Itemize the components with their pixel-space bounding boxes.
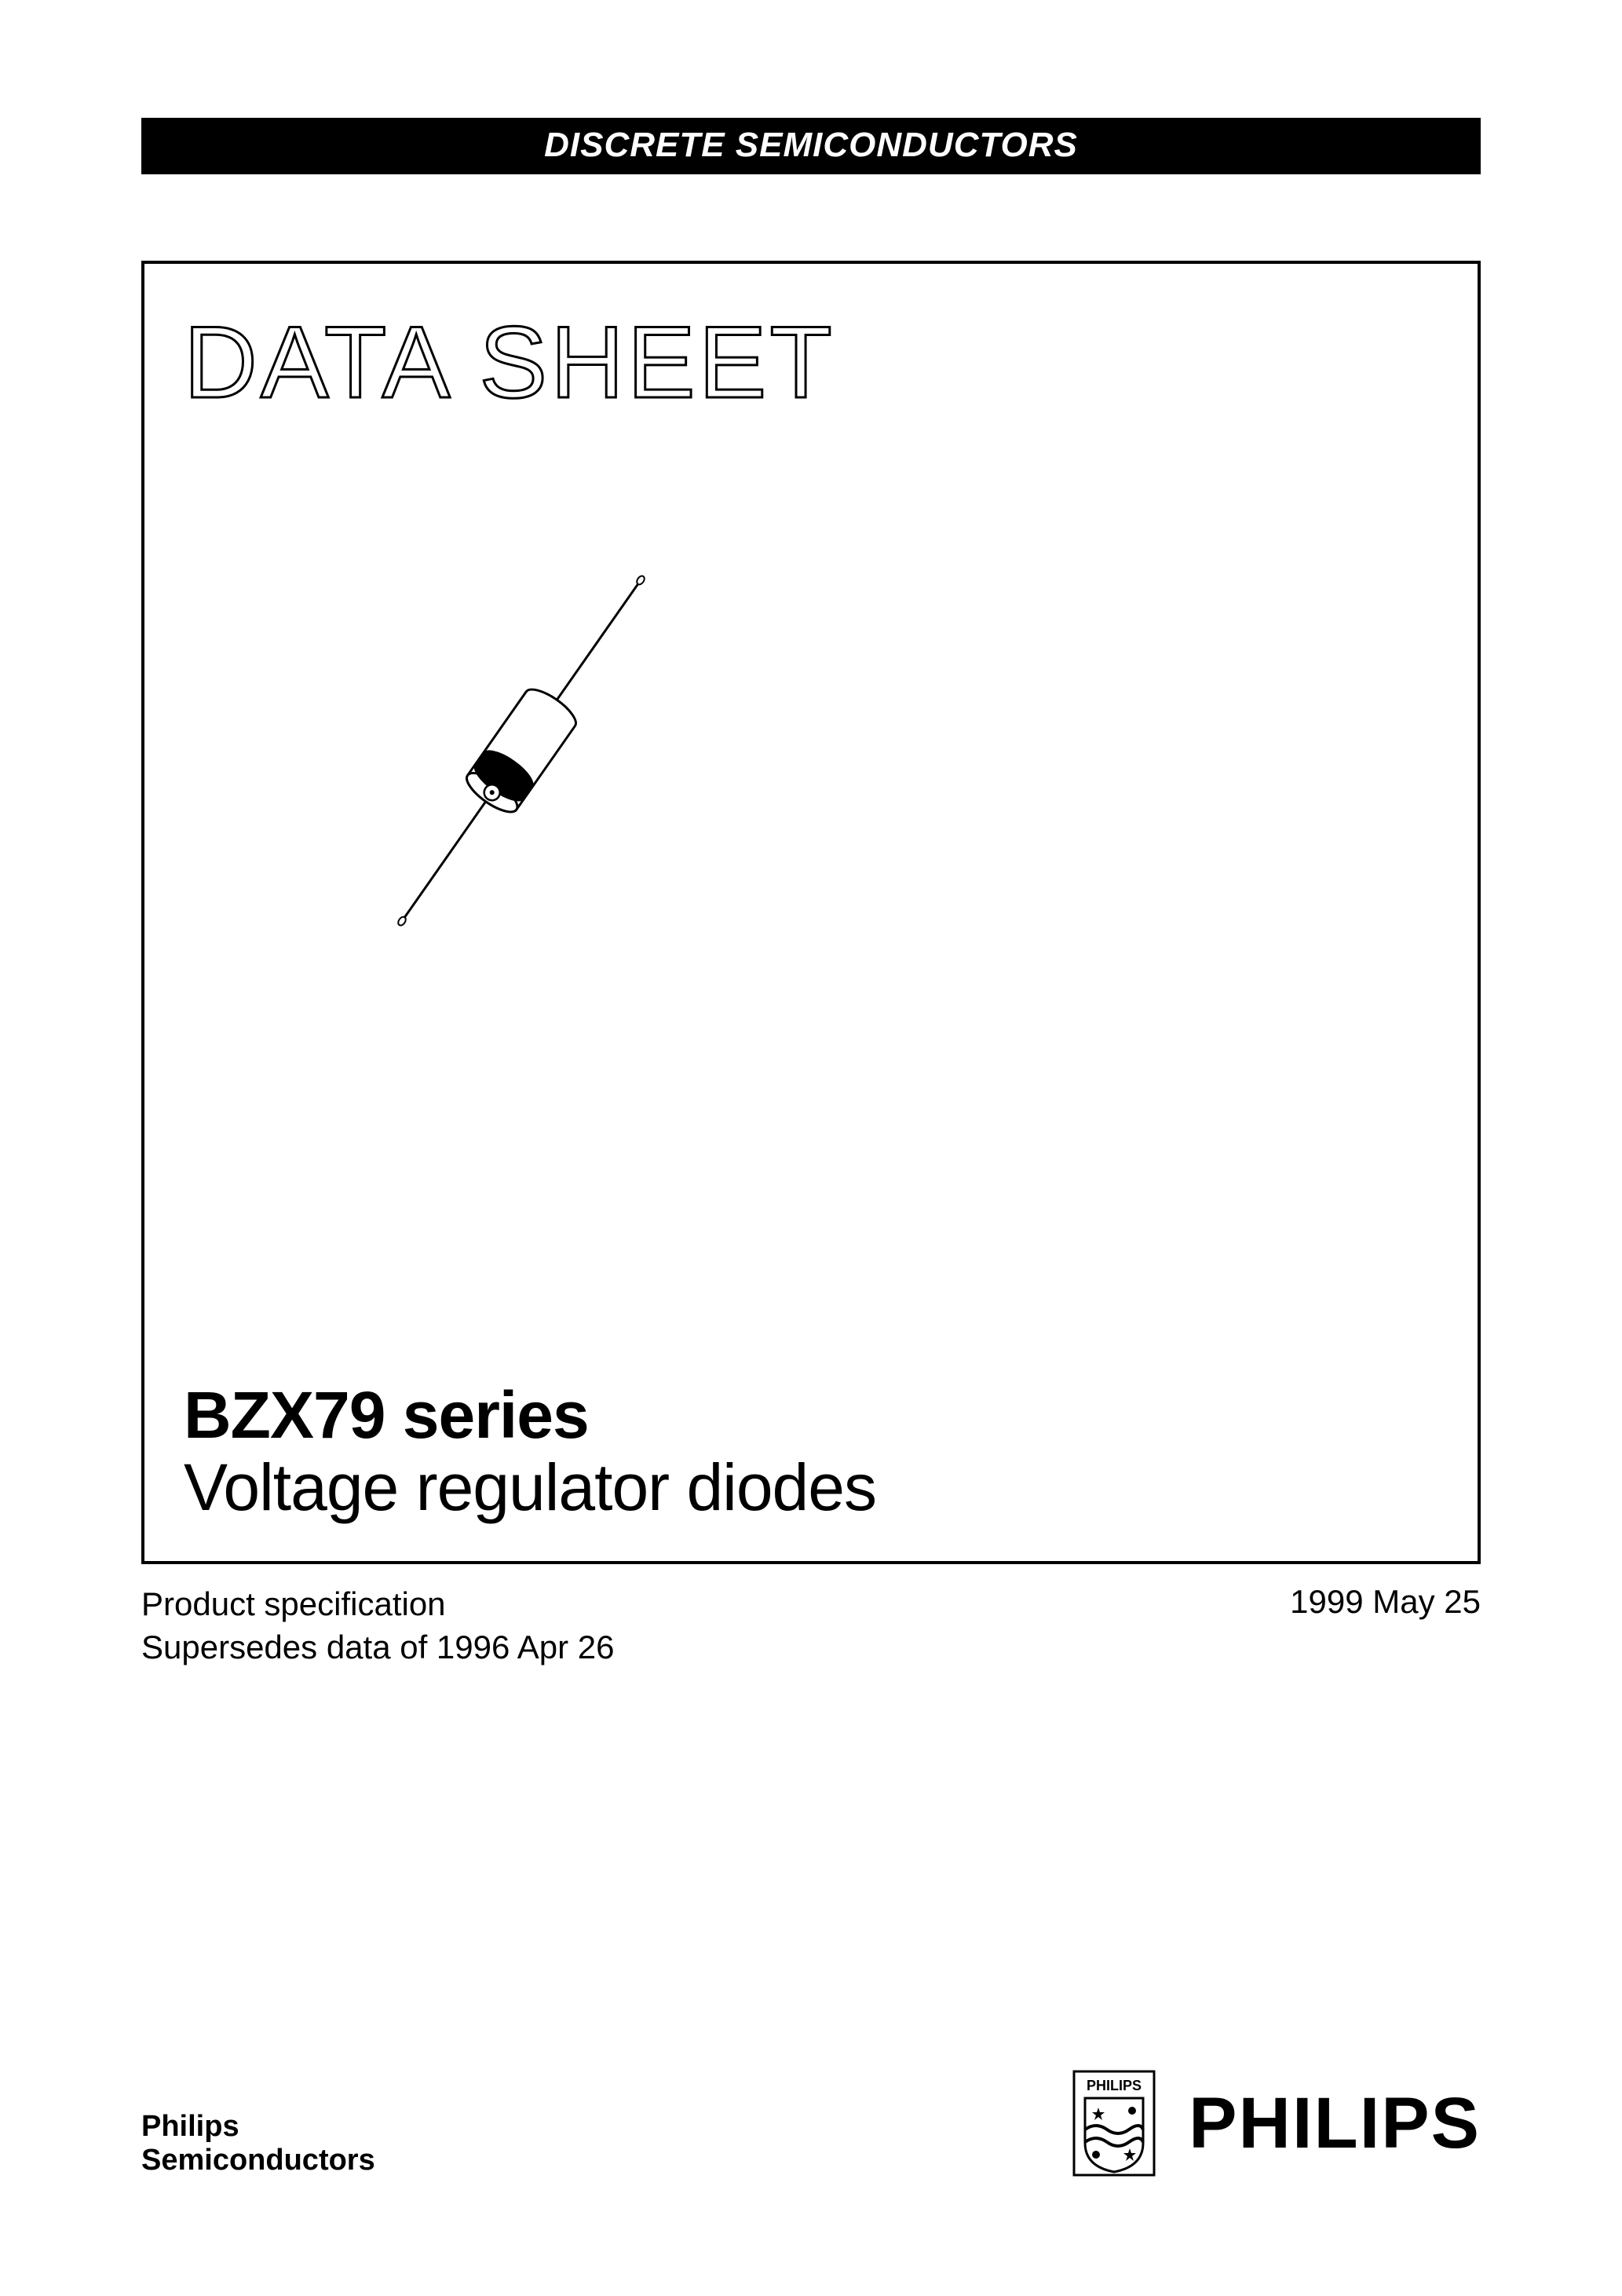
philips-shield-icon: PHILIPS: [1071, 2068, 1157, 2178]
page-content: DISCRETE SEMICONDUCTORS DATA SHEET: [141, 118, 1481, 2178]
series-description: Voltage regulator diodes: [184, 1450, 876, 1526]
below-frame-row: Product specification Supersedes data of…: [141, 1583, 1481, 1669]
diode-icon: [325, 531, 718, 974]
philips-wordmark: PHILIPS: [1189, 2082, 1481, 2165]
company-line2: Semiconductors: [141, 2144, 375, 2178]
company-line1: Philips: [141, 2110, 375, 2144]
spec-line: Product specification: [141, 1583, 614, 1626]
svg-text:PHILIPS: PHILIPS: [1087, 2078, 1142, 2093]
supersedes-line: Supersedes data of 1996 Apr 26: [141, 1626, 614, 1669]
spec-info: Product specification Supersedes data of…: [141, 1583, 614, 1669]
banner-text: DISCRETE SEMICONDUCTORS: [544, 126, 1078, 164]
datasheet-frame: DATA SHEET: [141, 261, 1481, 1564]
series-name: BZX79 series: [184, 1380, 876, 1450]
datasheet-title-text: DATA SHEET: [184, 305, 835, 419]
company-name: Philips Semiconductors: [141, 2110, 375, 2178]
publication-date: 1999 May 25: [1290, 1583, 1481, 1669]
footer-right: PHILIPS PHILIPS: [1071, 2068, 1481, 2178]
category-banner: DISCRETE SEMICONDUCTORS: [141, 118, 1481, 174]
datasheet-title: DATA SHEET: [184, 303, 1126, 429]
page-footer: Philips Semiconductors PHILIPS PHIL: [141, 2068, 1481, 2178]
product-title-block: BZX79 series Voltage regulator diodes: [184, 1380, 876, 1526]
